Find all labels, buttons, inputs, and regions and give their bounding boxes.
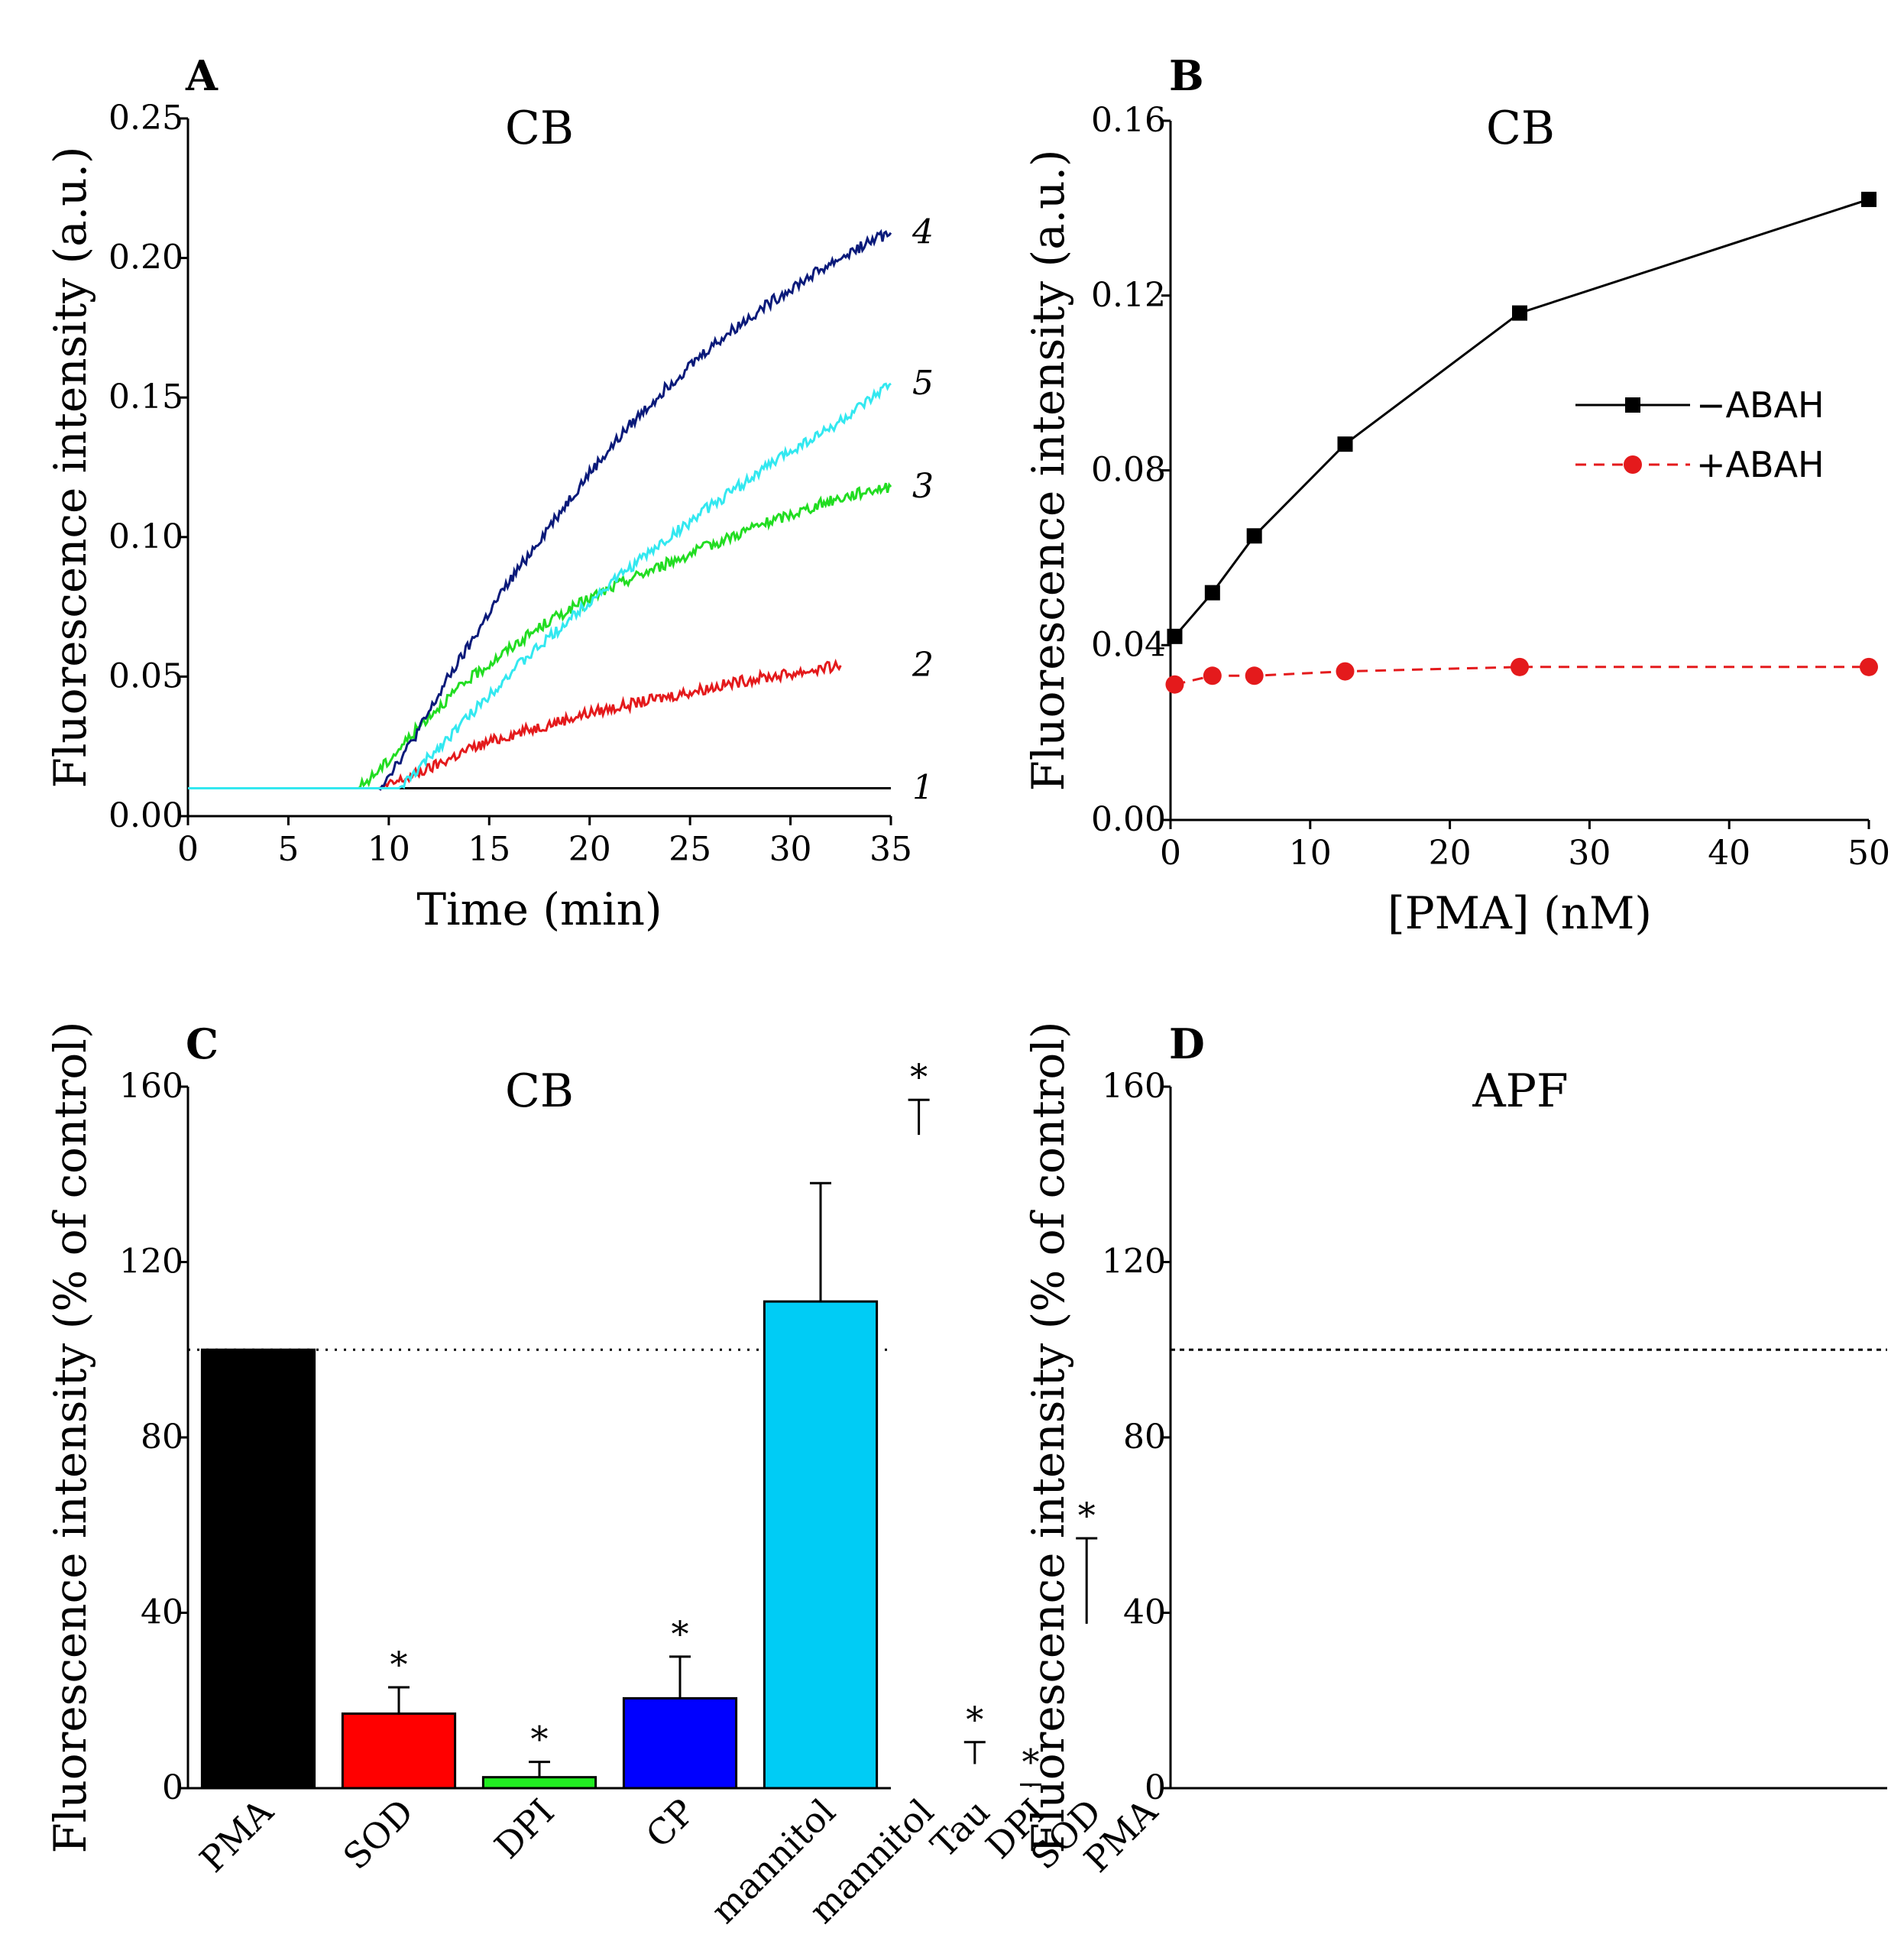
x-tick-label: 20 xyxy=(568,830,611,869)
panel-label-A: A xyxy=(185,51,219,100)
panel-title: CB xyxy=(505,102,574,155)
significance-marker: * xyxy=(910,1056,928,1097)
curve-label: 4 xyxy=(912,213,934,252)
data-point-square xyxy=(1861,191,1876,207)
x-tick-label: 0 xyxy=(177,830,199,869)
y-tick-label: 0.15 xyxy=(108,378,183,416)
series-line-3 xyxy=(188,482,892,789)
y-axis-label: Fluorescence intensity (a.u.) xyxy=(1022,149,1074,791)
y-tick-label: 0.16 xyxy=(1091,101,1166,140)
y-tick-label: 0.25 xyxy=(108,99,183,138)
category-label: CP xyxy=(638,1791,703,1856)
legend-entry: +ABAH xyxy=(1696,444,1825,485)
panel-title: APF xyxy=(1472,1064,1568,1118)
data-point-circle xyxy=(1860,657,1878,676)
category-label: Tau xyxy=(923,1791,998,1866)
y-axis-label: Fluorescence intensity (% of control) xyxy=(1022,1022,1074,1854)
y-tick-label: 80 xyxy=(141,1418,183,1457)
y-tick-label: 40 xyxy=(141,1593,183,1632)
x-tick-label: 20 xyxy=(1429,834,1472,873)
curve-label: 1 xyxy=(912,768,934,807)
panel-label-B: B xyxy=(1169,51,1204,100)
x-tick-label: 15 xyxy=(468,830,510,869)
panel-A: A CB Fluorescence intensity (a.u.) 0.00 0.05… xyxy=(44,51,934,935)
data-point-circle xyxy=(1245,666,1264,685)
bar-SOD xyxy=(341,1712,457,1790)
data-point-square xyxy=(1167,628,1183,644)
x-tick-label: 0 xyxy=(1160,834,1181,873)
significance-marker: * xyxy=(672,1613,689,1654)
x-tick-label: 35 xyxy=(869,830,912,869)
category-label: PMA xyxy=(192,1790,281,1880)
series-line-5 xyxy=(188,382,892,789)
x-tick-label: 10 xyxy=(1289,834,1332,873)
x-tick-label: 25 xyxy=(669,830,711,869)
panel-C: C CB Fluorescence intensity (% of control)… xyxy=(44,1019,891,1931)
bar-CP xyxy=(622,1696,738,1790)
y-tick-label: 0 xyxy=(162,1768,183,1807)
panel-D: D APF Fluorescence intensity (% of control… xyxy=(801,1019,1887,1931)
data-point-square xyxy=(1337,436,1353,452)
y-tick-label: 40 xyxy=(1123,1593,1166,1632)
data-point-circle xyxy=(1203,666,1222,685)
y-tick-label: 0.00 xyxy=(1091,800,1166,839)
significance-marker: * xyxy=(966,1699,983,1740)
series-line-4 xyxy=(188,228,892,791)
series-line-+ABAH xyxy=(1174,666,1869,686)
legend-marker xyxy=(1624,455,1642,474)
curve-label: 3 xyxy=(912,467,934,506)
bar-DPI xyxy=(481,1776,597,1790)
significance-marker: * xyxy=(390,1644,408,1685)
bar-mannitol xyxy=(763,1300,879,1790)
data-point-circle xyxy=(1511,657,1529,676)
y-tick-label: 120 xyxy=(1102,1243,1166,1282)
data-point-square xyxy=(1512,305,1527,321)
y-tick-label: 0.05 xyxy=(108,656,183,695)
panel-label-C: C xyxy=(186,1019,219,1068)
panel-title: CB xyxy=(505,1064,574,1118)
data-point-circle xyxy=(1336,662,1355,681)
y-tick-label: 0.04 xyxy=(1091,625,1166,664)
legend-marker xyxy=(1625,397,1640,413)
curve-label: 5 xyxy=(912,364,934,403)
significance-marker: * xyxy=(531,1719,549,1760)
x-tick-label: 5 xyxy=(277,830,299,869)
curve-label: 2 xyxy=(912,646,934,685)
significance-marker: * xyxy=(1078,1495,1096,1536)
y-tick-label: 120 xyxy=(119,1243,183,1282)
data-point-circle xyxy=(1165,675,1184,694)
significance-marker: * xyxy=(1022,1741,1040,1782)
bar-PMA xyxy=(200,1348,316,1790)
data-point-square xyxy=(1204,585,1220,601)
x-tick-label: 30 xyxy=(1568,834,1611,873)
x-axis-label: Time (min) xyxy=(416,883,662,935)
series-line-2 xyxy=(188,658,842,789)
y-tick-label: 0.10 xyxy=(108,517,183,556)
legend-entry: −ABAH xyxy=(1696,384,1825,426)
y-tick-label: 0.12 xyxy=(1091,276,1166,315)
y-axis-label: Fluorescence intensity (% of control) xyxy=(44,1022,96,1854)
y-tick-label: 160 xyxy=(1102,1067,1166,1106)
panel-B: B CB Fluorescence intensity (a.u.) 0.00 0.04… xyxy=(1022,51,1890,939)
y-tick-label: 0 xyxy=(1145,1768,1166,1807)
x-tick-label: 30 xyxy=(769,830,812,869)
y-tick-label: 0.00 xyxy=(108,796,183,835)
y-axis-label: Fluorescence intensity (a.u.) xyxy=(44,146,96,788)
panel-title: CB xyxy=(1486,102,1555,155)
category-label: DPI xyxy=(487,1791,562,1867)
y-tick-label: 0.08 xyxy=(1091,451,1166,490)
x-tick-label: 10 xyxy=(368,830,410,869)
x-tick-label: 50 xyxy=(1847,834,1890,873)
panel-label-D: D xyxy=(1169,1019,1205,1068)
category-label: SOD xyxy=(335,1791,422,1878)
x-tick-label: 40 xyxy=(1708,834,1750,873)
y-tick-label: 80 xyxy=(1123,1418,1166,1457)
x-axis-label: [PMA] (nM) xyxy=(1388,887,1652,939)
y-tick-label: 160 xyxy=(119,1067,183,1106)
y-tick-label: 0.20 xyxy=(108,238,183,277)
data-point-square xyxy=(1246,528,1262,544)
